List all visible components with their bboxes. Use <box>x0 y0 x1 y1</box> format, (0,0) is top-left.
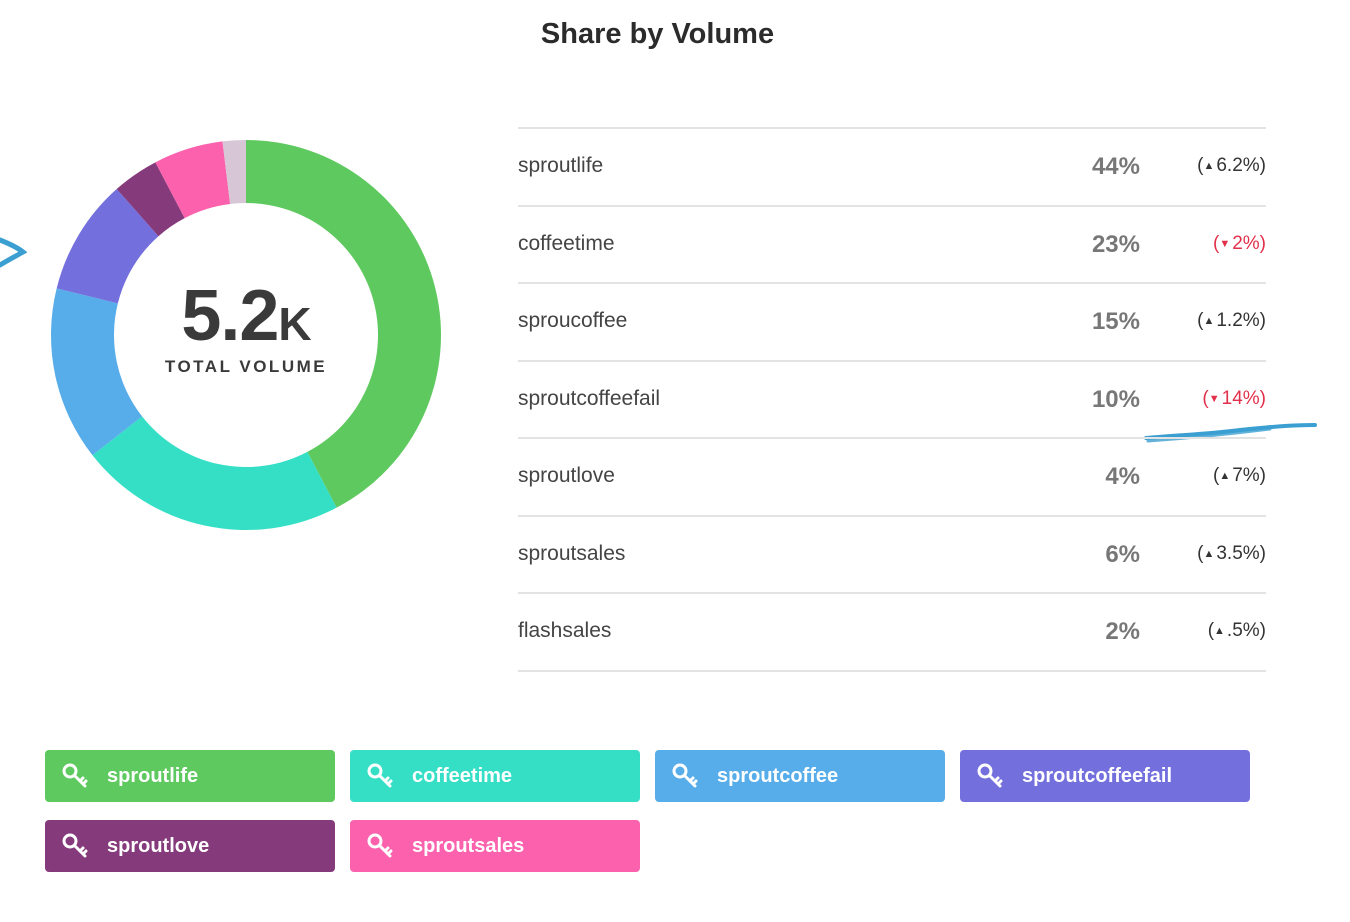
row-change: (▼ 2%) <box>1212 232 1266 254</box>
triangle-up-icon: ▲ <box>1203 547 1215 560</box>
tag-label: sproutsales <box>412 834 525 857</box>
key-icon <box>671 762 699 790</box>
key-icon <box>61 762 89 790</box>
table-row: sproutsales 6% (▲ 3.5%) <box>518 517 1266 594</box>
tag-label: sproutlove <box>107 834 210 857</box>
donut-slice-sproutlove[interactable] <box>116 162 185 237</box>
row-percentage: 2% <box>1105 618 1140 645</box>
tag-label: sproutcoffeefail <box>1022 764 1173 787</box>
row-change-value: 7% <box>1232 465 1260 486</box>
table-row: sproutcoffeefail 10% (▼ 14%) <box>518 362 1266 439</box>
donut-slice-sproutlife[interactable] <box>246 140 442 508</box>
row-change: (▲ 1.2%) <box>1197 310 1266 331</box>
tag-label: sproutlife <box>107 764 199 787</box>
donut-chart <box>51 140 442 530</box>
row-change-value: 3.5% <box>1216 542 1260 564</box>
row-name: sproutlove <box>518 464 615 487</box>
donut-slice-coffeetime[interactable] <box>92 416 337 530</box>
row-percentage: 10% <box>1091 385 1140 413</box>
triangle-up-icon: ▲ <box>1214 625 1225 637</box>
total-volume-value: 5.2K <box>96 275 396 357</box>
row-percentage: 15% <box>1091 308 1140 335</box>
table-row: coffeetime 23% (▼ 2%) <box>518 207 1266 284</box>
tag-sproutsales[interactable]: sproutsales <box>350 820 640 872</box>
row-change-value: 6.2% <box>1216 155 1260 176</box>
key-icon <box>366 762 394 790</box>
table-row: sproutlove 4% (▲ 7%) <box>518 439 1266 517</box>
annotation-underline-scribble <box>1144 423 1317 443</box>
table-row: sproucoffee 15% (▲ 1.2%) <box>518 284 1266 362</box>
row-name: sproutcoffeefail <box>518 386 661 410</box>
donut-slice-sproutcoffeefail[interactable] <box>56 189 159 304</box>
total-volume-unit: K <box>278 298 311 350</box>
triangle-up-icon: ▲ <box>1203 160 1215 172</box>
row-change: (▲ 6.2%) <box>1197 155 1266 176</box>
share-table: sproutlife 44% (▲ 6.2%) coffeetime 23% (▼ 2%) sp… <box>518 127 1266 672</box>
row-percentage: 23% <box>1091 230 1140 258</box>
donut-slice-flashsales[interactable] <box>222 140 246 204</box>
tag-coffeetime[interactable]: coffeetime <box>350 750 640 802</box>
row-percentage: 4% <box>1105 463 1140 490</box>
total-volume-number: 5.2 <box>181 276 279 356</box>
row-change-value: 2% <box>1232 232 1260 254</box>
key-icon <box>366 832 394 860</box>
row-change: (▲ 3.5%) <box>1197 542 1266 564</box>
triangle-down-icon: ▼ <box>1208 392 1220 405</box>
row-name: coffeetime <box>518 231 615 255</box>
table-row: flashsales 2% (▲ .5%) <box>518 594 1266 672</box>
row-name: sproutlife <box>518 154 604 177</box>
donut-slice-sproucoffee[interactable] <box>51 288 143 456</box>
row-percentage: 44% <box>1091 153 1140 180</box>
tag-sproutlife[interactable]: sproutlife <box>45 750 335 802</box>
row-change: (▲ .5%) <box>1207 620 1266 641</box>
tag-sproutlove[interactable]: sproutlove <box>45 820 335 872</box>
tag-label: sproutcoffee <box>717 764 839 787</box>
table-row: sproutlife 44% (▲ 6.2%) <box>518 129 1266 207</box>
row-change: (▼ 14%) <box>1202 387 1266 409</box>
row-percentage: 6% <box>1105 540 1140 568</box>
row-change-value: 1.2% <box>1216 310 1260 331</box>
row-name: flashsales <box>518 619 612 642</box>
donut-slice-sproutsales[interactable] <box>155 141 231 219</box>
row-name: sproutsales <box>518 541 626 565</box>
tag-sproutcoffeefail[interactable]: sproutcoffeefail <box>960 750 1250 802</box>
total-volume-label: TOTAL VOLUME <box>164 357 328 376</box>
triangle-down-icon: ▼ <box>1219 237 1231 250</box>
row-change-value: 14% <box>1221 387 1260 409</box>
key-icon <box>976 762 1004 790</box>
key-icon <box>61 832 89 860</box>
row-change-value: .5% <box>1226 620 1260 641</box>
tag-label: coffeetime <box>412 764 513 787</box>
annotation-arrow-scribble <box>0 237 28 268</box>
row-name: sproucoffee <box>518 309 628 332</box>
triangle-up-icon: ▲ <box>1219 470 1231 482</box>
triangle-up-icon: ▲ <box>1203 315 1215 327</box>
chart-title: Share by Volume <box>540 18 775 50</box>
tag-sproutcoffee[interactable]: sproutcoffee <box>655 750 945 802</box>
row-change: (▲ 7%) <box>1212 465 1266 486</box>
